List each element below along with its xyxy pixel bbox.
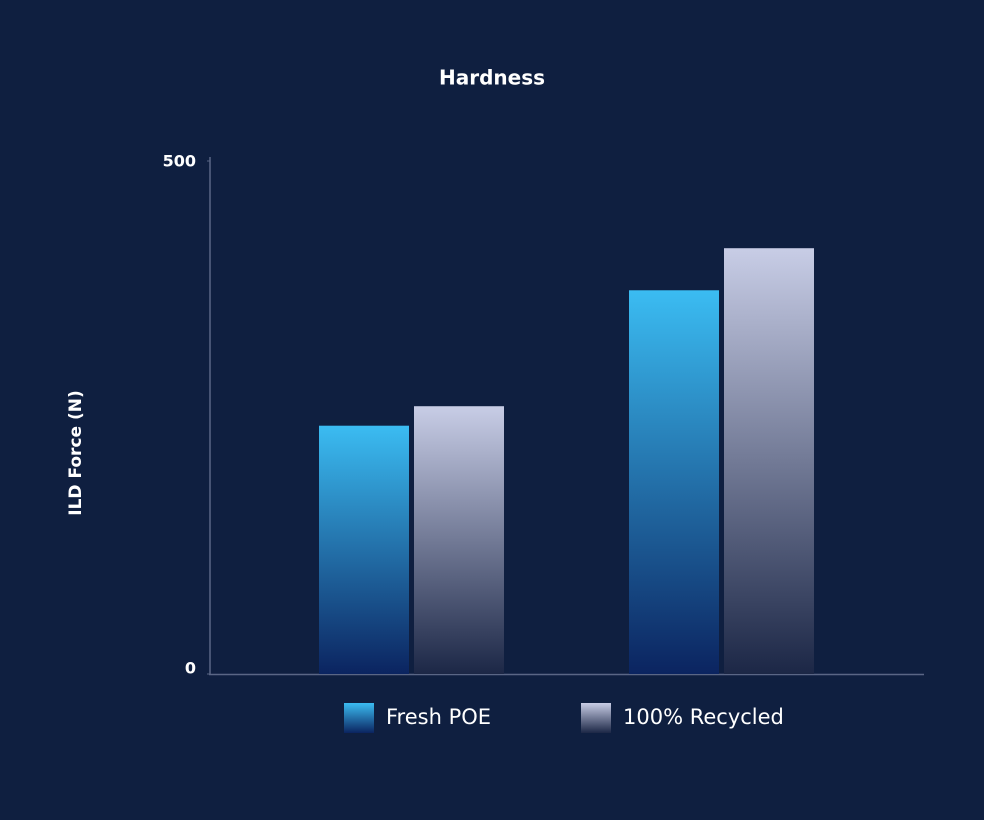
bar — [629, 290, 719, 674]
legend-label: Fresh POE — [386, 705, 491, 729]
bar — [319, 425, 409, 674]
y-tick-label: 0 — [185, 659, 196, 678]
y-tick-label: 500 — [163, 152, 196, 171]
legend-label: 100% Recycled — [623, 705, 784, 729]
bar — [724, 248, 814, 674]
legend-swatch — [581, 703, 611, 733]
chart-title: Hardness — [439, 66, 545, 90]
legend-swatch — [344, 703, 374, 733]
y-axis-label: ILD Force (N) — [66, 390, 86, 515]
bar — [414, 406, 504, 674]
